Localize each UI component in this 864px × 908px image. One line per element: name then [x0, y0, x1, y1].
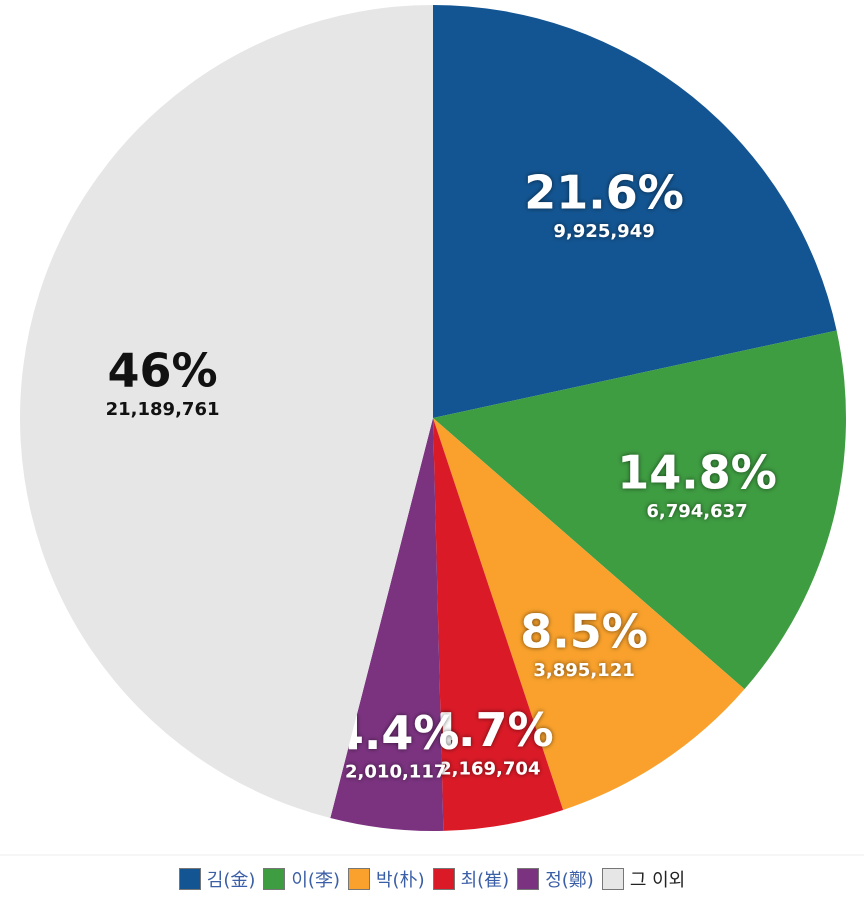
- chart: 21.6%9,925,949 14.8%6,794,637 8.5%3,895,12…: [0, 5, 864, 856]
- legend-label: 정(鄭): [545, 870, 594, 891]
- count-label: 6,794,637: [646, 501, 747, 522]
- legend-label: 그 이외: [629, 870, 686, 891]
- legend-label: 김(金): [206, 870, 256, 891]
- pie-slice: [19, 5, 434, 819]
- count-label: 9,925,949: [553, 221, 654, 242]
- pie-slice: [330, 418, 444, 832]
- legend-label: 박(朴): [375, 870, 425, 891]
- legend-swatch: [263, 868, 286, 890]
- count-label: 2,169,704: [439, 758, 540, 779]
- legend-item: 이(李): [263, 866, 340, 892]
- legend-swatch: [517, 868, 540, 890]
- value-label: 8.5%: [520, 604, 648, 658]
- legend-label: 이(李): [291, 870, 340, 891]
- pie-slice: [433, 5, 837, 418]
- legend: 김(金) 이(李) 박(朴) 최(崔) 정(鄭) 그 이외: [0, 866, 864, 892]
- pie-slice: [433, 418, 745, 810]
- legend-item: 그 이외: [601, 866, 686, 892]
- legend-swatch: [601, 868, 624, 890]
- count-label: 3,895,121: [533, 660, 634, 681]
- value-label: 4.7%: [426, 703, 554, 757]
- legend-item: 박(朴): [347, 866, 425, 892]
- pie-slice: [433, 330, 846, 690]
- legend-label: 최(崔): [460, 870, 510, 891]
- value-label: 14.8%: [617, 445, 777, 499]
- pie-slice: [433, 418, 564, 831]
- legend-swatch: [432, 868, 455, 890]
- value-label: 46%: [108, 343, 218, 397]
- legend-item: 김(金): [178, 866, 256, 892]
- legend-swatch: [347, 868, 370, 890]
- legend-swatch: [178, 868, 201, 890]
- count-label: 21,189,761: [106, 399, 220, 420]
- legend-item: 정(鄭): [517, 866, 594, 892]
- legend-item: 최(崔): [432, 866, 510, 892]
- count-label: 2,010,117: [345, 761, 446, 782]
- value-label: 21.6%: [524, 165, 684, 219]
